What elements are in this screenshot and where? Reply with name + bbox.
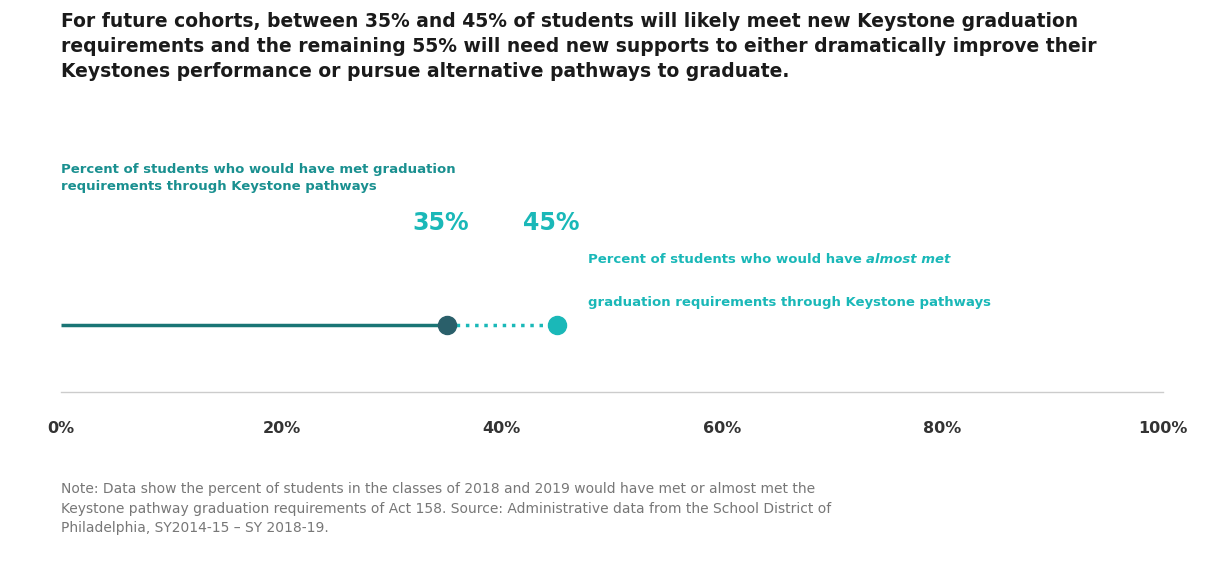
Text: 35%: 35% xyxy=(412,211,469,235)
Text: Note: Data show the percent of students in the classes of 2018 and 2019 would ha: Note: Data show the percent of students … xyxy=(61,482,831,535)
Text: graduation requirements through Keystone pathways: graduation requirements through Keystone… xyxy=(588,296,990,309)
Text: Percent of students who would have: Percent of students who would have xyxy=(588,253,865,266)
Text: 45%: 45% xyxy=(523,211,579,235)
Text: Percent of students who would have met graduation
requirements through Keystone : Percent of students who would have met g… xyxy=(61,163,455,193)
Text: For future cohorts, between 35% and 45% of students will likely meet new Keyston: For future cohorts, between 35% and 45% … xyxy=(61,12,1097,81)
Text: almost met: almost met xyxy=(865,253,950,266)
